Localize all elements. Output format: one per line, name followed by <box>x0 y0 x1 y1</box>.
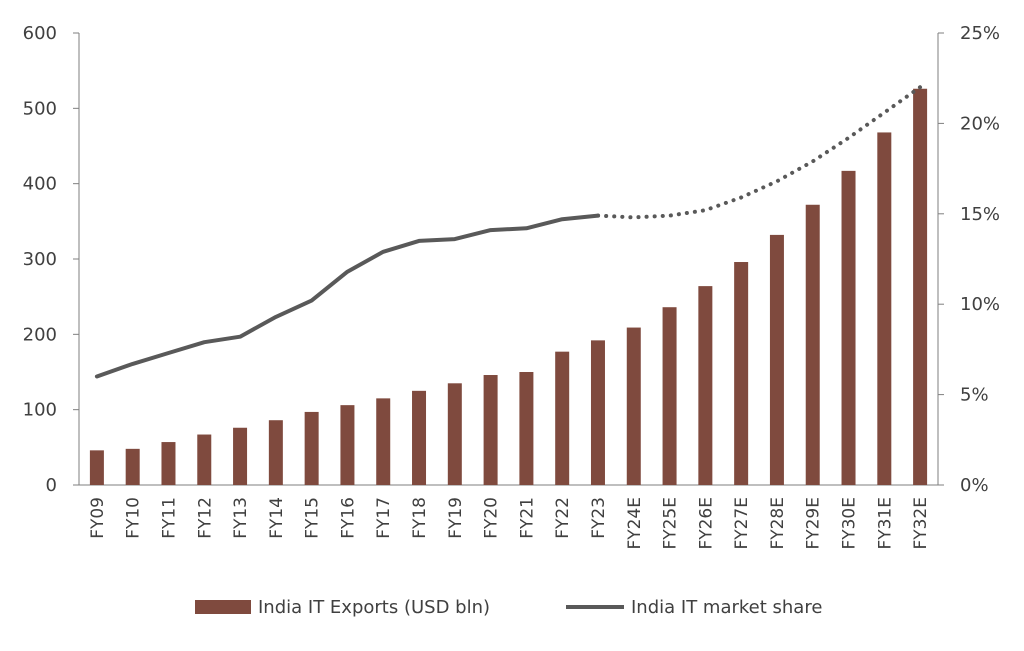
x-axis-tick-label: FY09 <box>88 497 108 539</box>
x-axis-tick-label: FY20 <box>482 497 502 539</box>
x-axis-tick-label: FY23 <box>589 497 609 539</box>
left-axis-tick-label: 400 <box>23 174 57 195</box>
x-axis-tick-label: FY11 <box>159 497 179 539</box>
right-axis-tick-label: 10% <box>960 294 1000 315</box>
bar-fy27e <box>734 262 749 485</box>
bar-fy26e <box>698 286 713 485</box>
bar-fy16 <box>340 405 355 485</box>
left-axis-ticks: 0 100 200 300 400 500 600 <box>23 23 79 496</box>
x-axis-tick-label: FY17 <box>374 497 394 539</box>
x-axis-tick-label: FY31E <box>875 497 895 550</box>
bar-fy14 <box>268 420 283 485</box>
bar-fy23 <box>590 340 605 485</box>
x-axis-tick-label: FY32E <box>911 497 931 550</box>
x-axis-tick-label: FY18 <box>410 497 430 539</box>
bar-fy20 <box>483 375 498 485</box>
x-axis-tick-label: FY15 <box>303 497 323 539</box>
x-axis-tick-label: FY25E <box>661 497 681 550</box>
bar-fy25e <box>662 307 677 485</box>
bar-fy30e <box>841 170 856 486</box>
x-axis-tick-label: FY13 <box>231 497 251 539</box>
x-axis-tick-label: FY24E <box>625 497 645 550</box>
market-share-line-actual <box>94 213 600 379</box>
bar-fy29e <box>805 204 820 485</box>
bar-fy18 <box>412 390 427 485</box>
left-axis-tick-label: 0 <box>46 475 57 496</box>
left-axis-tick-label: 200 <box>23 324 57 345</box>
right-axis-tick-label: 5% <box>960 385 989 406</box>
legend-label-exports: India IT Exports (USD bln) <box>258 597 490 618</box>
bar-fy13 <box>233 427 248 485</box>
bar-fy10 <box>125 448 140 485</box>
right-axis-tick-label: 15% <box>960 204 1000 225</box>
legend: India IT Exports (USD bln) India IT mark… <box>195 597 822 618</box>
x-axis-tick-label: FY19 <box>446 497 466 539</box>
bar-fy15 <box>304 411 319 485</box>
left-axis-tick-label: 600 <box>23 23 57 44</box>
x-axis-tick-label: FY14 <box>267 497 287 539</box>
legend-swatch-exports <box>195 600 251 614</box>
bar-fy31e <box>877 132 892 485</box>
legend-label-market-share: India IT market share <box>631 597 822 618</box>
bar-fy21 <box>519 372 534 485</box>
x-axis-tick-label: FY28E <box>768 497 788 550</box>
bar-fy12 <box>197 434 212 485</box>
bar-fy22 <box>555 351 570 485</box>
x-axis-ticks: FY09 FY10 FY11 FY12 FY13 FY14 FY15 FY16 FY17 FY18… <box>88 497 931 550</box>
x-axis-tick-label: FY26E <box>696 497 716 550</box>
line-series <box>94 85 923 379</box>
x-axis-tick-label: FY29E <box>804 497 824 550</box>
market-share-line-projected <box>596 85 923 220</box>
right-axis-tick-label: 25% <box>960 23 1000 44</box>
x-axis-tick-label: FY12 <box>195 497 215 539</box>
x-axis-tick-label: FY27E <box>732 497 752 550</box>
x-axis-tick-label: FY22 <box>553 497 573 539</box>
bar-fy17 <box>376 398 391 485</box>
right-axis-tick-label: 20% <box>960 113 1000 134</box>
right-axis-ticks: 0% 5% 10% 15% 20% 25% <box>938 23 1000 496</box>
x-axis-tick-label: FY16 <box>338 497 358 539</box>
bar-fy28e <box>769 234 784 485</box>
bar-fy09 <box>89 450 104 485</box>
right-axis-tick-label: 0% <box>960 475 989 496</box>
bar-fy32e <box>913 88 928 485</box>
x-axis-tick-label: FY10 <box>124 497 144 539</box>
x-axis-tick-label: FY30E <box>840 497 860 550</box>
left-axis-tick-label: 100 <box>23 400 57 421</box>
bar-fy19 <box>447 383 462 485</box>
bar-fy11 <box>161 442 176 485</box>
left-axis-tick-label: 300 <box>23 249 57 270</box>
bar-series <box>89 88 928 486</box>
bar-fy24e <box>626 327 641 485</box>
x-axis-tick-label: FY21 <box>517 497 537 539</box>
left-axis-tick-label: 500 <box>23 98 57 119</box>
